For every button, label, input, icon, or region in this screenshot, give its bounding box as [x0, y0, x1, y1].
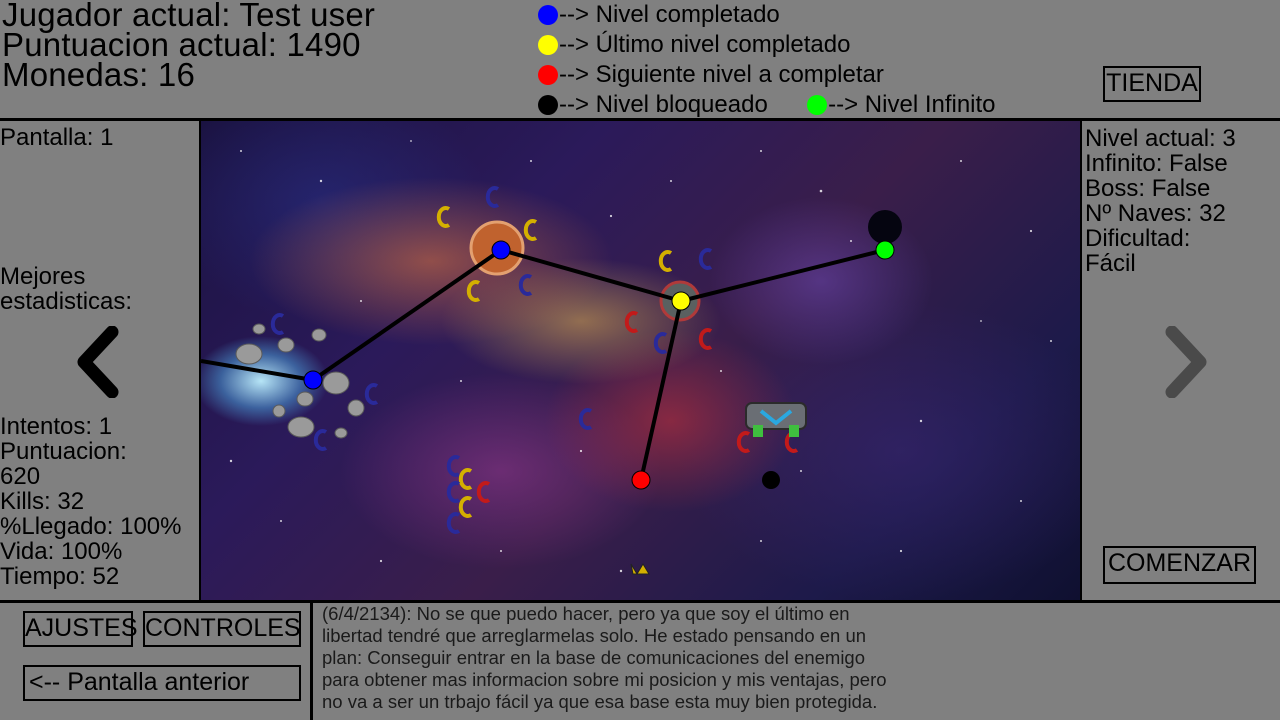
level-node-infinite[interactable]	[875, 240, 895, 260]
left-panel: Pantalla: 1 Mejores estadisticas: Intent…	[0, 121, 199, 600]
stat-time: Tiempo: 52	[0, 563, 120, 590]
level-boss: Boss: False	[1085, 175, 1211, 202]
stars	[229, 140, 1052, 573]
legend-next: --> Siguiente nivel a completar	[538, 60, 996, 90]
legend-locked-infinite: --> Nivel bloqueado --> Nivel Infinito	[538, 90, 996, 120]
black-hole	[868, 210, 902, 244]
bottom-divider	[310, 600, 313, 720]
black-dot-icon	[538, 95, 558, 115]
player-score: Puntuacion actual: 1490	[2, 26, 361, 63]
story-line: para obtener mas informacion sobre mi po…	[322, 669, 887, 690]
chevron-right-icon[interactable]	[1160, 326, 1210, 398]
right-panel: Nivel actual: 3 Infinito: False Boss: Fa…	[1082, 121, 1280, 600]
legend-last-completed: --> Último nivel completado	[538, 30, 996, 60]
settings-button[interactable]: AJUSTES	[23, 611, 138, 647]
player-coins: Monedas: 16	[2, 56, 195, 93]
level-ships: Nº Naves: 32	[1085, 200, 1226, 227]
enemy-ships	[270, 186, 799, 534]
player-name: Jugador actual: Test user	[2, 0, 376, 33]
level-path	[201, 248, 886, 481]
level-node-3[interactable]	[671, 291, 691, 311]
stat-kills: Kills: 32	[0, 488, 85, 515]
stat-score-label: Puntuacion:	[0, 438, 127, 465]
screen-number: Pantalla: 1	[0, 124, 114, 151]
level-current: Nivel actual: 3	[1085, 125, 1236, 152]
legend-completed: --> Nivel completado	[538, 0, 996, 30]
yellow-dot-icon	[538, 35, 558, 55]
top-bar: Jugador actual: Test user Puntuacion act…	[0, 0, 1280, 121]
previous-screen-button[interactable]: <-- Pantalla anterior	[23, 665, 301, 701]
level-node-locked[interactable]	[762, 471, 780, 489]
boss-ship	[745, 402, 807, 437]
legend: --> Nivel completado --> Último nivel co…	[538, 0, 996, 120]
stat-reached: %Llegado: 100%	[0, 513, 182, 540]
level-map	[199, 121, 1082, 600]
controls-button[interactable]: CONTROLES	[143, 611, 301, 647]
level-infinite: Infinito: False	[1085, 150, 1228, 177]
asteroid-field	[235, 323, 365, 439]
player-info: Jugador actual: Test user Puntuacion act…	[2, 0, 376, 93]
level-node-1[interactable]	[303, 370, 323, 390]
stat-attempts: Intentos: 1	[0, 413, 113, 440]
level-difficulty-label: Dificultad:	[1085, 225, 1191, 252]
chevron-left-icon[interactable]	[74, 326, 124, 398]
green-dot-icon	[807, 95, 828, 115]
story-line: (6/4/2134): No se que puedo hacer, pero …	[322, 603, 850, 624]
blue-dot-icon	[538, 5, 558, 25]
story-line: plan: Conseguir entrar en la base de com…	[322, 647, 866, 668]
stat-score-value: 620	[0, 463, 41, 490]
level-difficulty-value: Fácil	[1085, 250, 1136, 277]
story-line: no va a ser un trbajo fácil ya que esa b…	[322, 691, 878, 712]
stat-life: Vida: 100%	[0, 538, 123, 565]
best-stats-title-2: estadisticas:	[0, 288, 133, 315]
story-line: libertad tendré que arreglarmelas solo. …	[322, 625, 867, 646]
level-node-4[interactable]	[631, 470, 651, 490]
story-text: (6/4/2134): No se que puedo hacer, pero …	[322, 603, 972, 713]
best-stats-title: Mejores	[0, 263, 86, 290]
player-ship-icon	[630, 563, 650, 575]
level-node-2[interactable]	[491, 240, 511, 260]
red-dot-icon	[538, 65, 558, 85]
start-button[interactable]: COMENZAR	[1103, 546, 1256, 584]
shop-button[interactable]: TIENDA	[1103, 66, 1201, 102]
map-canvas	[201, 140, 1052, 575]
